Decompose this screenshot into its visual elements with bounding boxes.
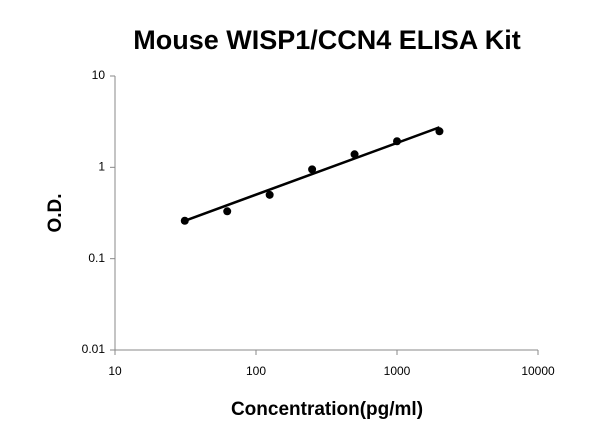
data-point: [265, 190, 274, 199]
y-tick-label: 1: [98, 160, 105, 174]
x-tick-label: 100: [246, 364, 266, 378]
x-tick-label: 10000: [521, 364, 555, 378]
data-point: [223, 207, 232, 216]
x-tick-label: 1000: [384, 364, 411, 378]
data-point: [180, 216, 189, 225]
y-tick-label: 10: [92, 68, 106, 82]
y-axis-label: O.D.: [45, 193, 66, 232]
trendline: [184, 126, 440, 222]
y-tick-label: 0.01: [82, 342, 106, 356]
x-axis-label: Concentration(pg/ml): [231, 399, 423, 420]
data-point: [393, 137, 401, 146]
data-point: [435, 127, 444, 136]
x-tick-label: 10: [108, 364, 122, 378]
data-point: [350, 150, 359, 159]
chart-title: Mouse WISP1/CCN4 ELISA Kit: [133, 25, 521, 55]
y-tick-label: 0.1: [88, 251, 105, 265]
data-point: [308, 165, 317, 174]
